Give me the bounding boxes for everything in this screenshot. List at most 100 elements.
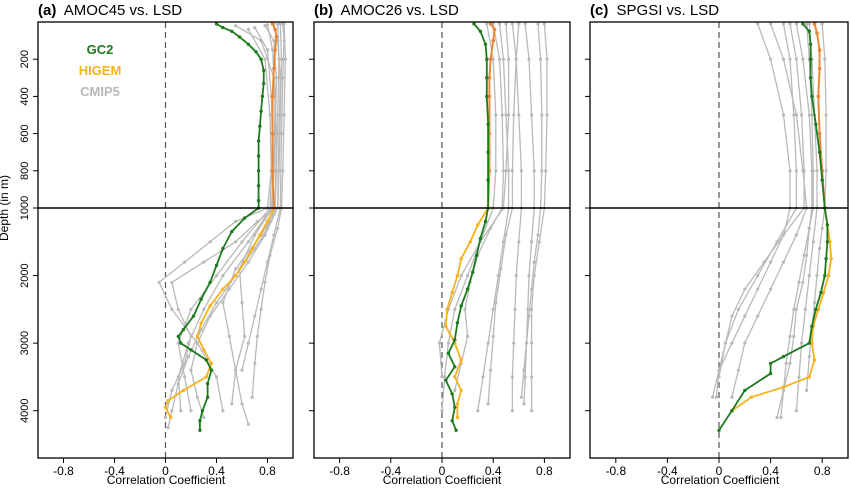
cmip5-curve-point: [730, 341, 734, 345]
cmip5-curve-point: [769, 260, 773, 264]
cmip5-curve-point: [202, 307, 206, 311]
cmip5-curve-point: [170, 388, 174, 392]
cmip5-curve-point: [253, 26, 257, 30]
cmip5-curve-point: [259, 307, 263, 311]
higem-upper-point: [817, 131, 822, 136]
higem-upper-point: [487, 94, 492, 99]
cmip5-curve-point: [507, 57, 511, 61]
cmip5-curve-point: [453, 388, 457, 392]
cmip5-curve-point: [230, 402, 234, 406]
higem-series-point: [168, 415, 173, 420]
cmip5-curve-point: [803, 307, 808, 311]
cmip5-curve-point: [234, 24, 238, 28]
gc2-series-point: [189, 348, 193, 352]
cmip5-curve-point: [246, 260, 250, 264]
cmip5-curve-point: [788, 334, 792, 338]
cmip5-curve-point: [498, 22, 502, 26]
cmip5-curve-point: [494, 169, 498, 173]
cmip5-curve-point: [466, 274, 470, 278]
y-tick-label: 4000: [19, 398, 31, 422]
cmip5-curve-point: [756, 274, 760, 278]
cmip5-curve-point: [517, 113, 521, 117]
cmip5-curve-point: [281, 169, 285, 173]
panel-b-plot: -0.8 -0.4 0 0.4 0.8: [309, 21, 571, 478]
x-tick-label: 0: [716, 464, 723, 478]
higem-series-point: [265, 219, 270, 224]
cmip5-curve-point: [805, 22, 809, 26]
cmip5-curve-point: [179, 409, 183, 413]
cmip5-curve-point: [157, 280, 161, 284]
panel-a-plot: -0.8 -0.4 0 0.4 0.8 200 400 600 800 1000 2000 3000 4…: [19, 21, 294, 478]
cmip5-curve-point: [276, 113, 280, 117]
cmip5-curve-point: [537, 240, 541, 244]
cmip5-curve-point: [794, 307, 799, 311]
cmip5-curve-point: [794, 169, 799, 173]
cmip5-curve-point: [202, 415, 206, 420]
cmip5-curve-point: [526, 307, 530, 311]
higem-series-point: [195, 334, 200, 339]
x-tick-label: 0.4: [485, 464, 502, 478]
gc2-series-point: [781, 354, 786, 359]
x-tick-label: 0.8: [814, 464, 831, 478]
gc2-series-point: [191, 314, 196, 318]
cmip5-curve-point: [794, 233, 799, 237]
panel-b-title-text: AMOC26 vs. LSD: [341, 2, 460, 19]
legend-gc2: GC2: [87, 42, 114, 57]
y-tick-label: 400: [19, 87, 31, 105]
cmip5-curve-point: [276, 226, 280, 230]
cmip5-curve-point: [170, 409, 174, 413]
higem-series-point: [459, 358, 463, 362]
cmip5-curve-point: [523, 375, 527, 379]
cmip5-curve: [441, 23, 497, 411]
cmip5-curve-point: [524, 341, 529, 345]
higem-series-point: [166, 398, 170, 403]
x-tick-label: 0.8: [259, 464, 276, 478]
cmip5-curve-point: [437, 341, 441, 345]
cmip5-curve-point: [494, 301, 498, 305]
gc2-series-point: [205, 395, 210, 399]
cmip5-curve-point: [443, 375, 447, 379]
cmip5-curve-point: [489, 368, 493, 372]
cmip5-curve-point: [189, 409, 193, 413]
cmip5-curve-point: [279, 57, 284, 61]
cmip5-curve: [438, 23, 510, 377]
cmip5-curve-point: [221, 301, 225, 305]
cmip5-curve: [177, 27, 274, 411]
cmip5-curve-point: [792, 334, 796, 338]
cmip5-curve-point: [544, 169, 548, 173]
cmip5-curve-point: [466, 334, 470, 338]
cmip5-curve-point: [802, 253, 806, 257]
cmip5-curve-point: [234, 240, 238, 244]
gc2-series-point: [486, 122, 490, 127]
cmip5-curve-point: [246, 240, 250, 244]
cmip5-curve-point: [504, 169, 508, 173]
higem-series-point: [444, 324, 448, 328]
cmip5-curve-point: [234, 368, 238, 372]
gc2-series-point: [485, 57, 489, 61]
panel-a-prefix: (a): [38, 2, 56, 19]
higem-series-point: [468, 240, 472, 244]
gc2-series-point: [768, 361, 773, 366]
cmip5-curve-point: [510, 22, 514, 26]
cmip5-curve-point: [485, 22, 489, 26]
higem-upper-point: [270, 22, 275, 26]
gc2-series-point: [472, 22, 476, 26]
cmip5-curve-point: [811, 240, 815, 244]
cmip5-curve: [177, 24, 276, 411]
cmip5-curve-point: [775, 415, 779, 420]
gc2-series-point: [817, 150, 822, 154]
cmip5-curve-point: [481, 375, 485, 379]
cmip5-curve-point: [163, 415, 168, 420]
higem-series-point: [829, 257, 833, 261]
cmip5-curve-point: [807, 113, 811, 117]
gc2-series-point: [768, 371, 773, 376]
cmip5-curve-point: [274, 169, 278, 173]
gc2-series-point: [256, 198, 261, 203]
cmip5-curve-point: [527, 57, 531, 61]
gc2-series-point: [819, 290, 823, 295]
cmip5-curve-point: [234, 267, 238, 271]
cmip5-curve-point: [794, 409, 799, 413]
cmip5-curve: [234, 25, 278, 425]
x-tick-label: 0: [439, 464, 446, 478]
x-tick-label: -0.8: [329, 464, 350, 478]
